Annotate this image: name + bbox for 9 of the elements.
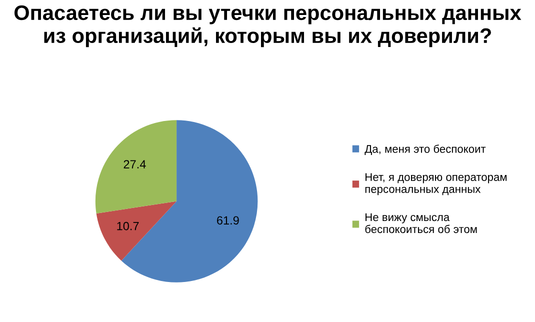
data-label: 61.9 [217,216,239,225]
chart-title: Опасаетесь ли вы утечки персональных данных из организаций, которым вы их доверили? [14,5,522,48]
pie-slice [96,201,177,261]
legend-label: Нет, я доверяю операторам персональных данных [365,173,507,196]
data-label: 10.7 [117,222,139,230]
legend-label: Да, меня это беспокоит [364,144,486,155]
pie-slice [95,120,177,214]
legend-label: Не вижу смысла беспокоиться об этом [365,213,477,234]
data-label: 27.4 [124,160,146,168]
